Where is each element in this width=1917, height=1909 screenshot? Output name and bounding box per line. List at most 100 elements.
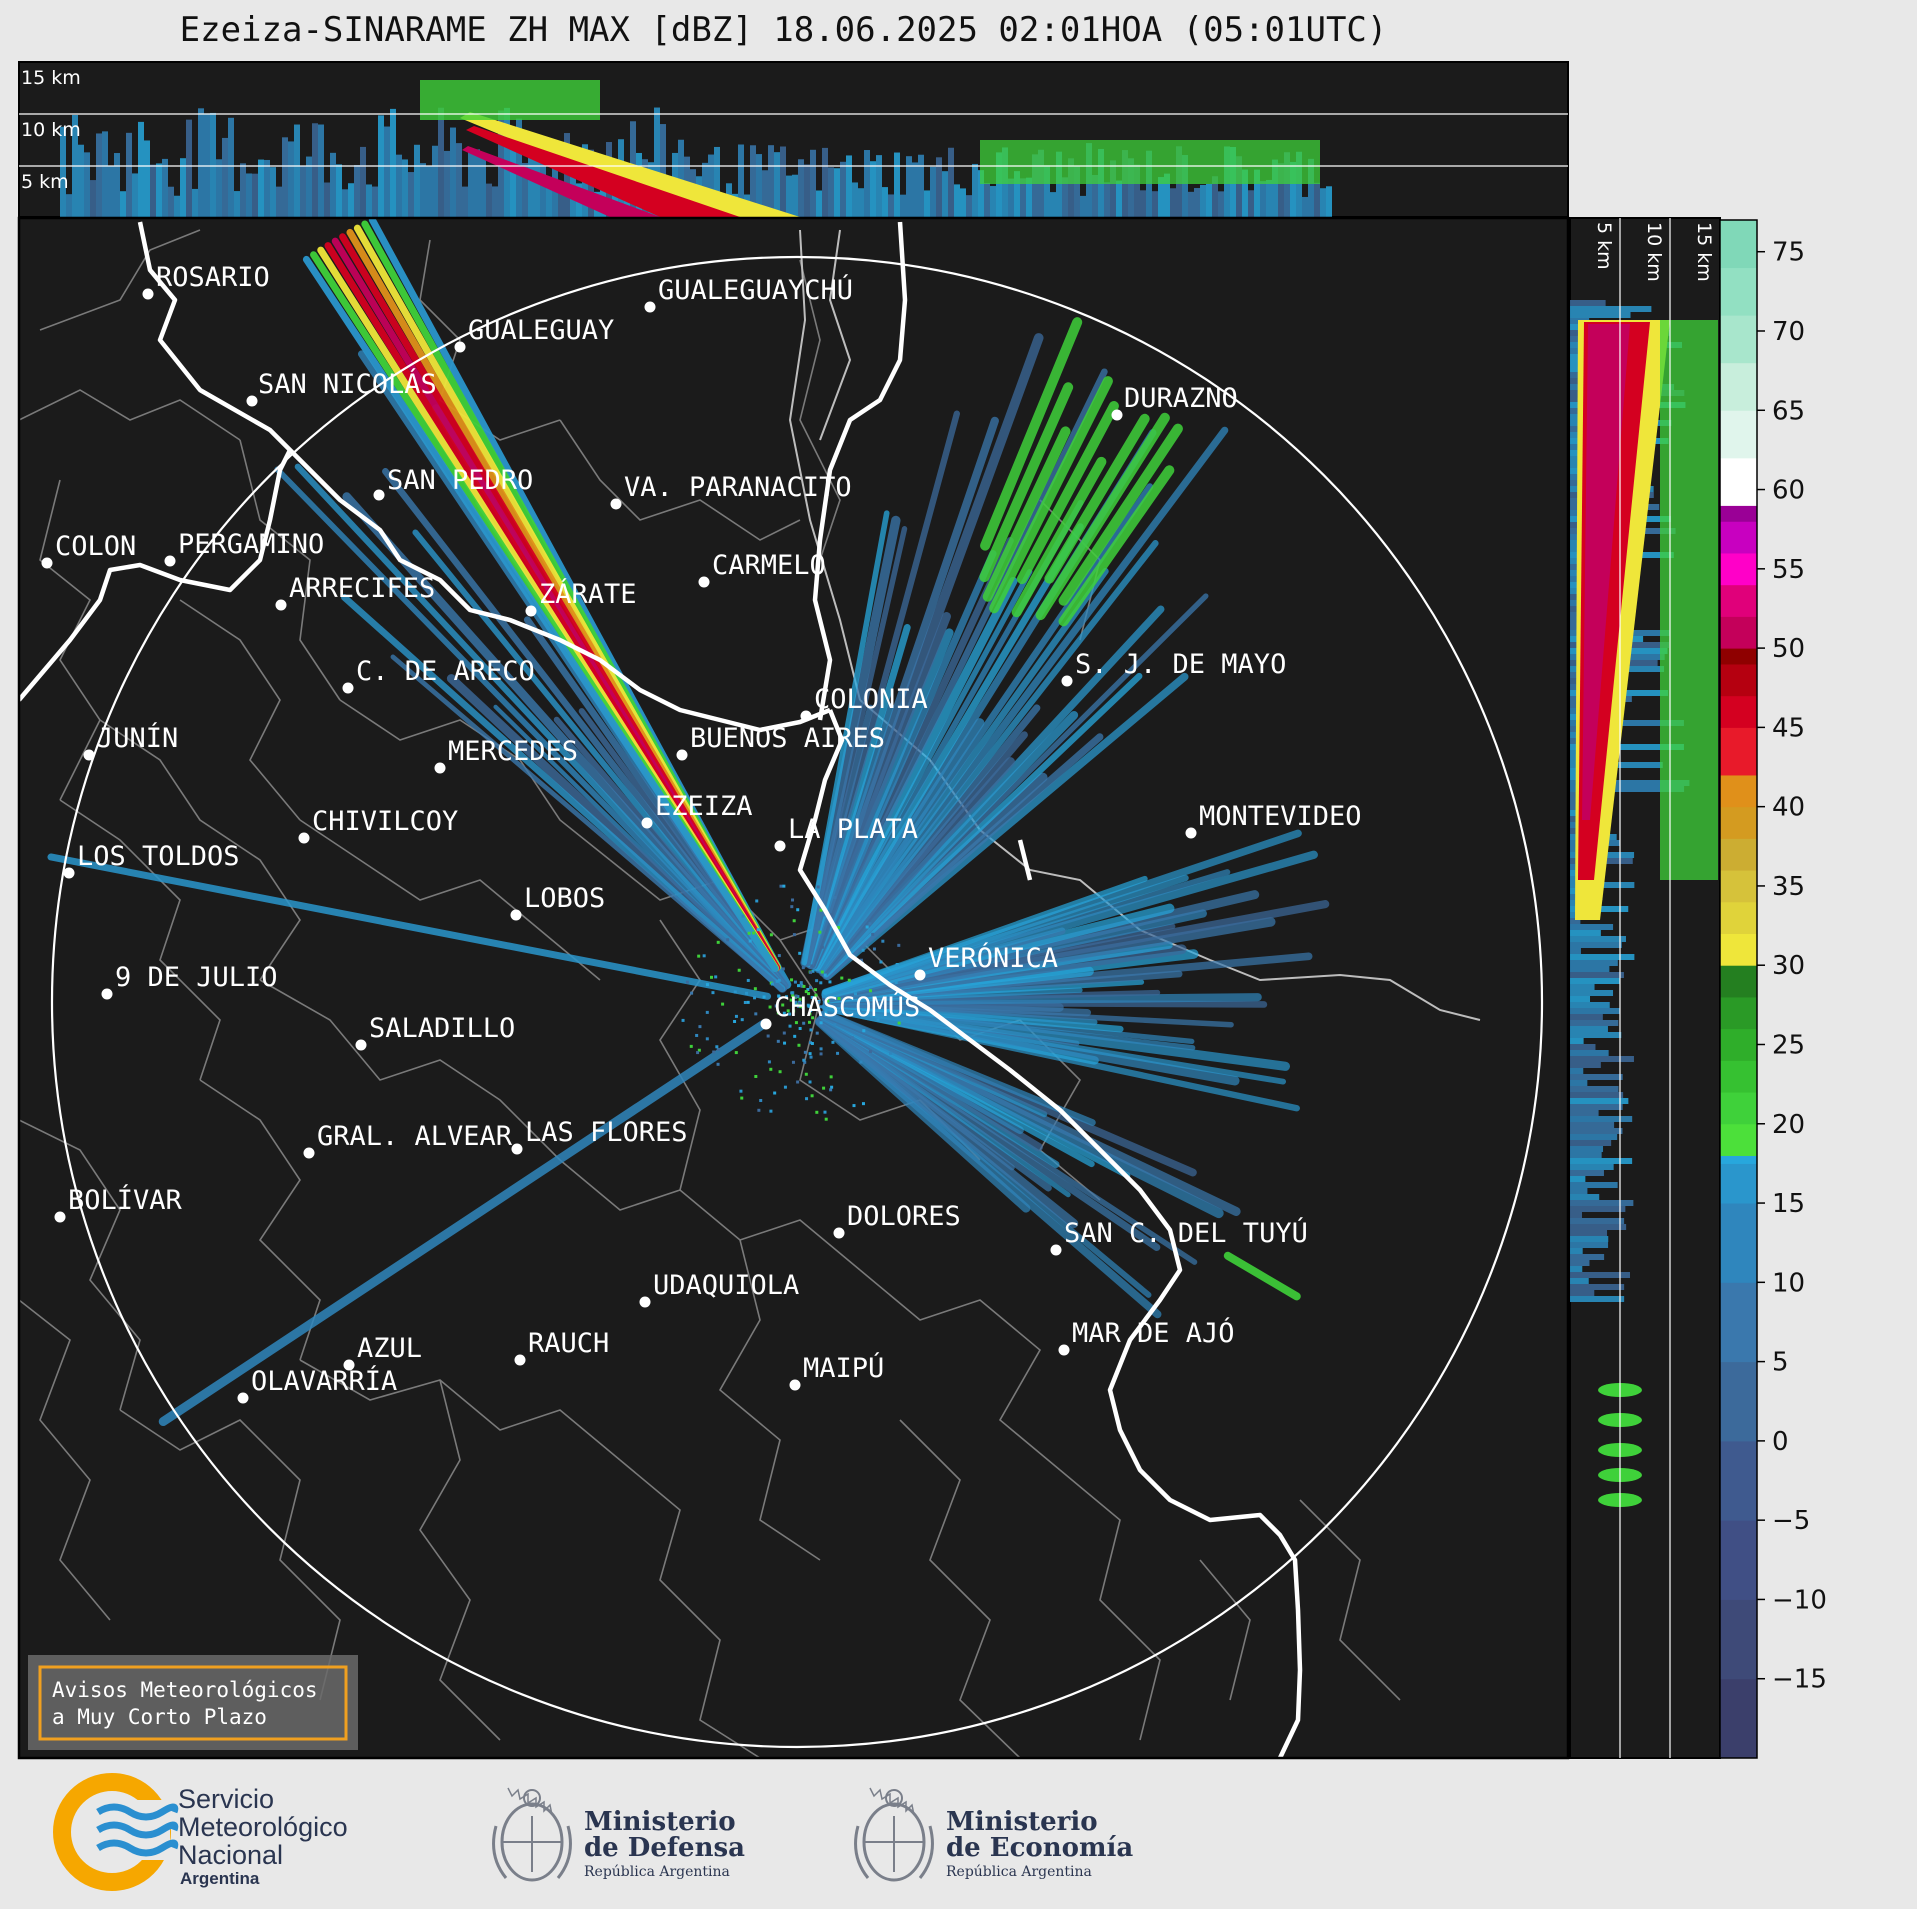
colorbar-tick-label: 5 — [1772, 1348, 1789, 1378]
top-height-label-15: 15 km — [21, 67, 81, 89]
city-label-saladillo: SALADILLO — [369, 1013, 515, 1044]
city-label-san-c-del-tuyu: SAN C. DEL TUYÚ — [1064, 1217, 1308, 1249]
city-label-azul: AZUL — [357, 1333, 422, 1364]
city-label-durazno: DURAZNO — [1124, 383, 1238, 414]
city-labels: ROSARIO GUALEGUAYCHÚ GUALEGUAY SAN NICOLÁS D… — [41, 262, 1362, 1404]
side-height-label-15: 15 km — [1693, 222, 1715, 282]
city-marker-buenos-aires — [676, 749, 688, 761]
city-label-rosario: ROSARIO — [156, 262, 270, 293]
city-label-colon: COLON — [55, 531, 136, 562]
city-marker-va-paranacito — [610, 498, 622, 510]
colorbar-tick-label: 55 — [1772, 555, 1805, 585]
city-marker-veronica — [914, 969, 926, 981]
colorbar-tick-label: 35 — [1772, 872, 1805, 902]
colorbar-tick-label: −5 — [1772, 1506, 1810, 1536]
city-marker-c-de-areco — [342, 682, 354, 694]
city-marker-los-toldos — [63, 867, 75, 879]
colorbar-tick-label: 10 — [1772, 1268, 1805, 1298]
colorbar-tick-label: 40 — [1772, 793, 1805, 823]
city-label-veronica: VERÓNICA — [928, 942, 1058, 974]
city-marker-montevideo — [1185, 827, 1197, 839]
defensa-logo: Ministerio de Defensa República Argentin… — [492, 1787, 745, 1882]
department-borders — [19, 229, 1401, 1758]
side-section-panel: 5 km 10 km 15 km — [1569, 217, 1721, 1759]
colorbar-tick-label: 60 — [1772, 476, 1805, 506]
colorbar-tick-label: 70 — [1772, 317, 1805, 347]
city-label-chivilcoy: CHIVILCOY — [312, 806, 458, 837]
city-marker-gualeguaychu — [644, 301, 656, 313]
city-marker-junin — [83, 749, 95, 761]
city-label-las-flores: LAS FLORES — [525, 1117, 688, 1148]
city-label-carmelo: CARMELO — [712, 550, 826, 581]
city-label-junin: JUNÍN — [97, 722, 178, 754]
side-section-echoes — [1570, 300, 1718, 1507]
city-label-los-toldos: LOS TOLDOS — [77, 841, 240, 872]
city-marker-bolivar — [54, 1211, 66, 1223]
city-label-chascomus: CHASCOMÚS — [774, 991, 920, 1023]
city-marker-dolores — [833, 1227, 845, 1239]
city-label-9-de-julio: 9 DE JULIO — [115, 962, 278, 993]
defensa-line2: de Defensa — [584, 1833, 745, 1863]
smn-line2: Meteorológico — [178, 1812, 348, 1842]
warning-line2: a Muy Corto Plazo — [52, 1705, 267, 1729]
city-marker-durazno — [1111, 409, 1123, 421]
city-label-mercedes: MERCEDES — [448, 736, 578, 767]
coat-of-arms-icon — [492, 1787, 572, 1882]
warning-box[interactable]: Avisos Meteorológicos a Muy Corto Plazo — [28, 1655, 358, 1750]
city-label-rauch: RAUCH — [528, 1328, 609, 1359]
city-marker-rauch — [514, 1354, 526, 1366]
city-marker-rosario — [142, 288, 154, 300]
colorbar-tick-label: −10 — [1772, 1585, 1827, 1615]
city-label-maipu: MAIPÚ — [803, 1352, 884, 1384]
city-marker-zarate — [525, 605, 537, 617]
city-marker-olavarria — [237, 1392, 249, 1404]
coat-of-arms-icon — [854, 1787, 934, 1882]
city-label-c-de-areco: C. DE ARECO — [356, 656, 535, 687]
city-marker-san-nicolas — [246, 395, 258, 407]
economia-line1: Ministerio — [946, 1807, 1098, 1837]
defensa-line1: Ministerio — [584, 1807, 736, 1837]
city-marker-pergamino — [164, 555, 176, 567]
colorbar-tick-label: 65 — [1772, 396, 1805, 426]
city-label-gral-alvear: GRAL. ALVEAR — [317, 1121, 513, 1152]
city-label-arrecifes: ARRECIFES — [289, 573, 435, 604]
city-marker-mar-de-ajo — [1058, 1344, 1070, 1356]
colorbar-tick-label: 15 — [1772, 1189, 1805, 1219]
city-marker-mercedes — [434, 762, 446, 774]
economia-line3: República Argentina — [946, 1864, 1092, 1880]
city-label-gualeguay: GUALEGUAY — [468, 315, 614, 346]
chart-title: Ezeiza-SINARAME ZH MAX [dBZ] 18.06.2025 … — [179, 10, 1388, 50]
colorbar-tick-label: 45 — [1772, 713, 1805, 743]
city-label-zarate: ZÁRATE — [539, 578, 637, 610]
city-marker-arrecifes — [275, 599, 287, 611]
side-height-label-10: 10 km — [1643, 222, 1665, 282]
city-marker-maipu — [789, 1379, 801, 1391]
city-label-olavarria: OLAVARRÍA — [251, 1365, 397, 1397]
top-section-panel: 15 km 10 km 5 km — [18, 61, 1569, 218]
colorbar-tick-label: −15 — [1772, 1665, 1827, 1695]
city-label-dolores: DOLORES — [847, 1201, 961, 1232]
range-ring — [50, 255, 1544, 1749]
city-marker-udaquiola — [639, 1296, 651, 1308]
city-marker-saladillo — [355, 1039, 367, 1051]
city-marker-lobos — [510, 909, 522, 921]
smn-line3: Nacional — [178, 1840, 283, 1870]
city-marker-colonia — [800, 710, 812, 722]
city-label-pergamino: PERGAMINO — [178, 529, 324, 560]
economia-logo: Ministerio de Economía República Argenti… — [854, 1787, 1133, 1882]
city-marker-9-de-julio — [101, 988, 113, 1000]
smn-line4: Argentina — [180, 1869, 260, 1888]
city-label-bolivar: BOLÍVAR — [68, 1184, 183, 1216]
smn-logo: Servicio Meteorológico Nacional Argentin… — [53, 1773, 348, 1891]
city-marker-carmelo — [698, 576, 710, 588]
colorbar-tick-label: 20 — [1772, 1110, 1805, 1140]
coastline — [19, 221, 1303, 1758]
city-label-montevideo: MONTEVIDEO — [1199, 801, 1362, 832]
city-label-lobos: LOBOS — [524, 883, 605, 914]
city-marker-las-flores — [511, 1143, 523, 1155]
city-label-la-plata: LA PLATA — [788, 814, 918, 845]
city-label-udaquiola: UDAQUIOLA — [653, 1270, 799, 1301]
top-section-echoes — [60, 80, 1332, 217]
